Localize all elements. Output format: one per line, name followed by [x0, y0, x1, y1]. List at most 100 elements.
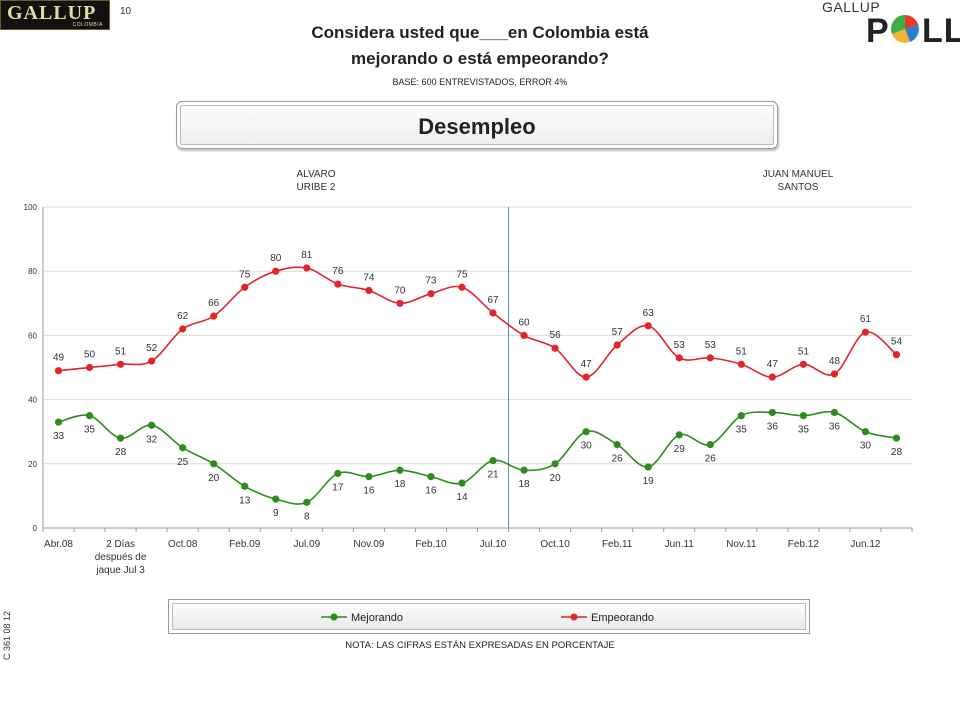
data-label-empeorando-17: 47 — [581, 359, 593, 370]
data-label-mejorando-12: 16 — [425, 486, 437, 497]
point-empeorando-1 — [85, 363, 94, 372]
x-tick-label-12-0: Feb.10 — [415, 539, 447, 550]
point-empeorando-19 — [644, 322, 652, 330]
logo-left-text: GALLUP — [7, 2, 97, 24]
gallup-colombia-logo: GALLUP COLOMBIA — [0, 0, 110, 30]
point-mejorando-15 — [520, 466, 528, 474]
pie-logo-icon — [891, 15, 919, 43]
point-mejorando-16 — [551, 460, 559, 468]
point-mejorando-0 — [54, 418, 63, 426]
data-label-empeorando-19: 63 — [643, 308, 655, 319]
point-empeorando-26 — [861, 328, 870, 336]
logo-right-word-end: LL — [922, 12, 960, 50]
title-line-2: mejorando o está empeorando? — [351, 49, 609, 68]
point-mejorando-23 — [768, 408, 776, 417]
y-tick-label-40: 40 — [28, 396, 37, 405]
x-tick-label-4-0: Oct.08 — [168, 539, 198, 550]
data-label-mejorando-26: 30 — [860, 441, 872, 452]
logo-right-top: GALLUP — [822, 0, 881, 15]
x-tick-label-0-0: Abr.08 — [44, 539, 73, 550]
point-mejorando-9 — [334, 469, 342, 478]
data-label-mejorando-11: 18 — [394, 479, 406, 490]
point-empeorando-6 — [241, 283, 249, 291]
point-mejorando-6 — [241, 482, 249, 490]
x-tick-label-14-0: Jul.10 — [480, 539, 507, 550]
point-empeorando-2 — [116, 360, 125, 368]
line-chart: 0 20 40 60 80 100 Abr.08 2 Días después de jaque … — [24, 203, 913, 576]
point-mejorando-5 — [210, 460, 218, 468]
data-label-empeorando-5: 66 — [208, 298, 220, 309]
x-tick-label-22-0: Nov.11 — [726, 539, 757, 550]
point-empeorando-20 — [675, 354, 683, 362]
data-label-mejorando-24: 35 — [798, 425, 810, 436]
x-tick-label-18-0: Feb.11 — [602, 539, 633, 550]
x-tick-label-6-0: Feb.09 — [229, 539, 261, 550]
x-tick-label-10-0: Nov.09 — [353, 539, 384, 550]
point-empeorando-22 — [737, 360, 745, 368]
point-mejorando-8 — [303, 498, 311, 506]
point-empeorando-24 — [799, 360, 807, 368]
x-tick-label-26-0: Jun.12 — [850, 539, 880, 550]
data-label-empeorando-2: 51 — [115, 346, 127, 357]
point-empeorando-21 — [706, 354, 714, 362]
era-uribe-line-1: ALVARO — [296, 169, 336, 180]
data-label-empeorando-15: 60 — [518, 317, 530, 328]
data-label-mejorando-6: 13 — [239, 495, 251, 506]
data-label-mejorando-9: 17 — [332, 482, 344, 493]
data-label-empeorando-8: 81 — [301, 250, 313, 261]
point-empeorando-15 — [520, 331, 528, 339]
point-mejorando-20 — [675, 431, 683, 439]
footnote: NOTA: LAS CIFRAS ESTÁN EXPRESADAS EN POR… — [345, 640, 615, 651]
data-label-empeorando-7: 80 — [270, 253, 282, 264]
data-label-mejorando-3: 32 — [146, 434, 158, 445]
point-empeorando-10 — [365, 286, 373, 295]
point-mejorando-18 — [613, 440, 621, 449]
point-empeorando-23 — [768, 373, 776, 381]
y-tick-label-100: 100 — [24, 203, 38, 212]
data-label-mejorando-13: 14 — [456, 492, 468, 503]
title-line-1: Considera usted que___en Colombia está — [311, 23, 649, 42]
point-mejorando-17 — [582, 428, 590, 436]
series-line-mejorando — [58, 411, 897, 505]
data-label-empeorando-24: 51 — [798, 346, 810, 357]
data-label-empeorando-27: 54 — [891, 337, 903, 348]
data-label-empeorando-20: 53 — [674, 340, 686, 351]
point-mejorando-13 — [458, 479, 466, 487]
x-tick-label-16-0: Oct.10 — [540, 539, 570, 550]
data-label-mejorando-7: 9 — [273, 508, 279, 519]
data-label-empeorando-6: 75 — [239, 269, 251, 280]
point-empeorando-5 — [210, 312, 218, 320]
data-label-mejorando-23: 36 — [767, 421, 779, 432]
point-empeorando-18 — [613, 341, 621, 349]
legend-marker-mejorando — [330, 613, 338, 621]
data-label-empeorando-10: 74 — [363, 272, 375, 283]
data-label-mejorando-18: 26 — [612, 454, 624, 465]
era-label-uribe: ALVARO URIBE 2 — [256, 168, 376, 194]
legend-label-empeorando: Empeorando — [591, 612, 654, 624]
point-mejorando-11 — [396, 466, 404, 474]
point-mejorando-14 — [489, 456, 497, 465]
point-mejorando-12 — [427, 473, 435, 481]
x-tick-label-24-0: Feb.12 — [788, 539, 820, 550]
point-empeorando-8 — [303, 264, 311, 272]
era-santos-line-2: SANTOS — [777, 182, 819, 193]
data-label-mejorando-2: 28 — [115, 447, 127, 458]
data-label-mejorando-16: 20 — [550, 473, 562, 484]
logo-right-word-start: P — [866, 12, 890, 50]
base-note: BASE: 600 ENTREVISTADOS, ERROR 4% — [392, 77, 568, 87]
point-empeorando-0 — [54, 367, 63, 375]
point-empeorando-25 — [830, 370, 839, 378]
legend-marker-empeorando — [570, 613, 578, 621]
data-label-empeorando-4: 62 — [177, 311, 189, 322]
point-empeorando-7 — [272, 267, 280, 275]
page-number: 10 — [120, 6, 132, 17]
point-empeorando-16 — [551, 344, 559, 352]
data-label-mejorando-1: 35 — [84, 425, 96, 436]
data-label-empeorando-1: 50 — [84, 350, 96, 361]
point-mejorando-26 — [861, 428, 870, 436]
point-mejorando-27 — [892, 434, 901, 442]
data-label-mejorando-4: 25 — [177, 457, 189, 468]
x-tick-label-2-1: después de — [95, 552, 147, 563]
data-label-empeorando-3: 52 — [146, 343, 158, 354]
y-tick-label-0: 0 — [33, 524, 38, 533]
